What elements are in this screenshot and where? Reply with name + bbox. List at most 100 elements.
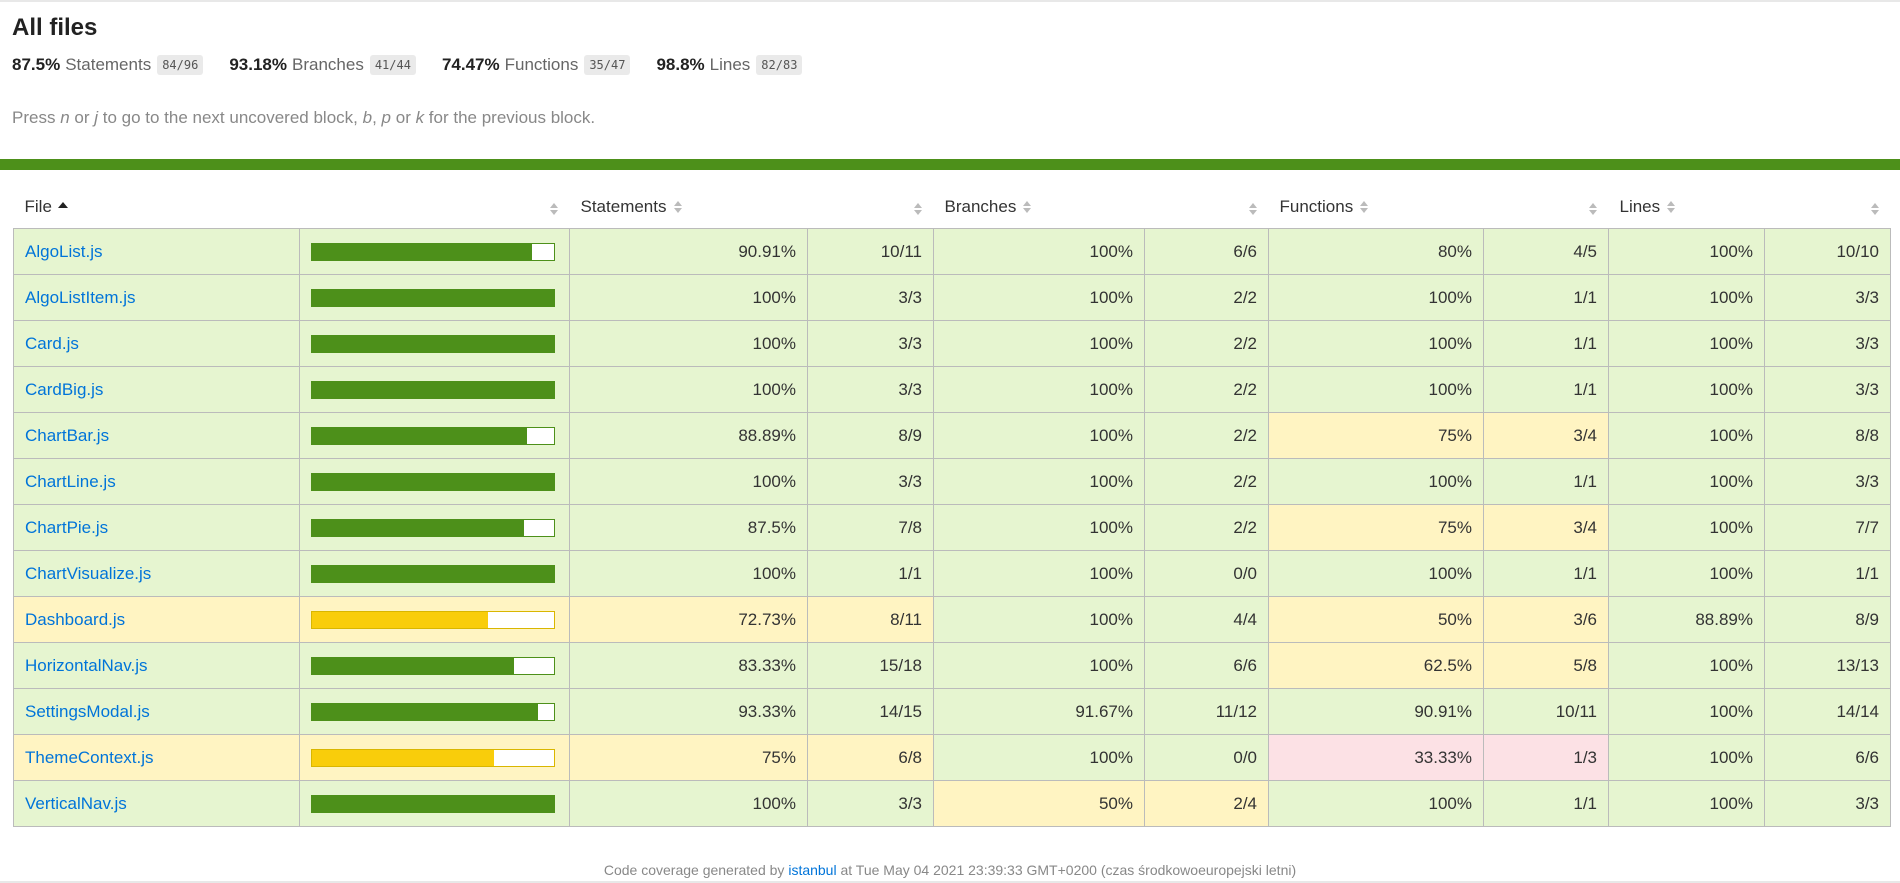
lines-pct: 100% [1608, 412, 1765, 459]
table-row: ThemeContext.js 75% 6/8 100% 0/0 33.33% 1/3 100… [13, 734, 1891, 781]
functions-pct: 62.5% [1268, 642, 1484, 689]
file-link[interactable]: VerticalNav.js [25, 793, 127, 813]
coverage-bar-cell [299, 274, 570, 321]
coverage-bar-cell [299, 366, 570, 413]
statements-pct: 100% [569, 550, 808, 597]
functions-frac: 1/1 [1483, 550, 1609, 597]
file-cell: ThemeContext.js [13, 734, 300, 781]
file-link[interactable]: Card.js [25, 333, 79, 353]
functions-frac: 10/11 [1483, 688, 1609, 735]
lines-frac: 6/6 [1764, 734, 1891, 781]
table-row: ChartLine.js 100% 3/3 100% 2/2 100% 1/1 100% 3/3 [13, 458, 1891, 505]
lines-frac: 13/13 [1764, 642, 1891, 689]
branches-pct: 100% [933, 320, 1145, 367]
header-lines[interactable]: Lines [1609, 185, 1765, 229]
file-link[interactable]: AlgoList.js [25, 241, 103, 261]
lines-frac: 3/3 [1764, 780, 1891, 827]
header-functions-raw[interactable] [1484, 185, 1609, 229]
file-link[interactable]: ThemeContext.js [25, 747, 154, 767]
branches-frac: 2/2 [1144, 274, 1269, 321]
file-cell: ChartPie.js [13, 504, 300, 551]
branches-frac: 2/2 [1144, 366, 1269, 413]
summary-fraction: 84/96 [157, 55, 204, 75]
functions-frac: 1/3 [1483, 734, 1609, 781]
lines-pct: 100% [1608, 274, 1765, 321]
keyboard-hint: Press n or j to go to the next uncovered… [12, 108, 596, 127]
summary-pct: 93.18% [229, 55, 287, 74]
functions-frac: 3/6 [1483, 596, 1609, 643]
header-statements-raw[interactable] [808, 185, 934, 229]
footer-prefix: Code coverage generated by [603, 862, 789, 878]
branches-pct: 100% [933, 596, 1145, 643]
coverage-bar-cell [299, 642, 570, 689]
file-link[interactable]: ChartVisualize.js [25, 563, 152, 583]
header-branches-label: Branches [944, 196, 1017, 216]
key-b: b [362, 108, 373, 127]
statements-pct: 72.73% [569, 596, 808, 643]
statements-pct: 83.33% [569, 642, 808, 689]
lines-frac: 3/3 [1764, 320, 1891, 367]
functions-pct: 100% [1268, 550, 1484, 597]
header-file-label: File [24, 196, 52, 216]
coverage-bar-fill [312, 703, 538, 720]
coverage-bar-cell [299, 734, 570, 781]
summary-label: Branches [292, 55, 364, 74]
coverage-bar-fill [312, 657, 514, 674]
branches-frac: 2/2 [1144, 458, 1269, 505]
file-link[interactable]: Dashboard.js [25, 609, 126, 629]
coverage-bar-cell [299, 688, 570, 735]
header-branches-raw[interactable] [1145, 185, 1269, 229]
file-link[interactable]: ChartLine.js [25, 471, 116, 491]
header-functions-label: Functions [1279, 196, 1354, 216]
table-row: CardBig.js 100% 3/3 100% 2/2 100% 1/1 100% 3/3 [13, 366, 1891, 413]
file-link[interactable]: AlgoListItem.js [25, 287, 136, 307]
header-statements[interactable]: Statements [570, 185, 808, 229]
branches-frac: 6/6 [1144, 228, 1269, 275]
lines-pct: 100% [1608, 366, 1765, 413]
header-file[interactable]: File [14, 185, 300, 229]
lines-frac: 10/10 [1764, 228, 1891, 275]
functions-frac: 5/8 [1483, 642, 1609, 689]
statements-pct: 100% [569, 366, 808, 413]
sort-ascending-icon [57, 202, 68, 209]
branches-pct: 100% [933, 366, 1145, 413]
coverage-bar-cell [299, 780, 570, 827]
statements-frac: 3/3 [807, 320, 934, 367]
statements-pct: 90.91% [569, 228, 808, 275]
key-j: j [94, 108, 98, 127]
header-functions[interactable]: Functions [1269, 185, 1484, 229]
coverage-bar [311, 334, 555, 353]
functions-frac: 3/4 [1483, 412, 1609, 459]
statements-frac: 14/15 [807, 688, 934, 735]
file-link[interactable]: HorizontalNav.js [25, 655, 148, 675]
coverage-bar-cell [299, 504, 570, 551]
branches-pct: 91.67% [933, 688, 1145, 735]
file-link[interactable]: SettingsModal.js [25, 701, 150, 721]
header-lines-raw[interactable] [1765, 185, 1891, 229]
coverage-bar-fill [312, 473, 554, 490]
top-border [0, 0, 1900, 2]
table-header-row: File Statements Branches Functions Lines [14, 185, 1891, 229]
functions-pct: 100% [1268, 458, 1484, 505]
header-file-bar[interactable] [300, 185, 570, 229]
table-row: VerticalNav.js 100% 3/3 50% 2/4 100% 1/1 100% 3/… [13, 780, 1891, 827]
coverage-bar [311, 426, 555, 445]
summary-pct: 74.47% [441, 55, 500, 74]
key-k: k [415, 108, 425, 127]
istanbul-link[interactable]: istanbul [788, 862, 837, 878]
file-cell: Dashboard.js [13, 596, 300, 643]
statements-pct: 100% [569, 320, 808, 367]
lines-pct: 100% [1608, 550, 1765, 597]
header-branches[interactable]: Branches [934, 185, 1145, 229]
functions-pct: 75% [1268, 504, 1484, 551]
summary-fraction: 41/44 [369, 55, 416, 75]
table-row: Card.js 100% 3/3 100% 2/2 100% 1/1 100% 3/3 [13, 320, 1891, 367]
file-link[interactable]: ChartBar.js [25, 425, 110, 445]
file-link[interactable]: CardBig.js [25, 379, 104, 399]
functions-frac: 1/1 [1483, 458, 1609, 505]
sort-icon [1248, 202, 1258, 215]
statements-pct: 75% [569, 734, 808, 781]
file-link[interactable]: ChartPie.js [25, 517, 109, 537]
lines-frac: 1/1 [1764, 550, 1891, 597]
coverage-bar-fill [312, 519, 524, 536]
